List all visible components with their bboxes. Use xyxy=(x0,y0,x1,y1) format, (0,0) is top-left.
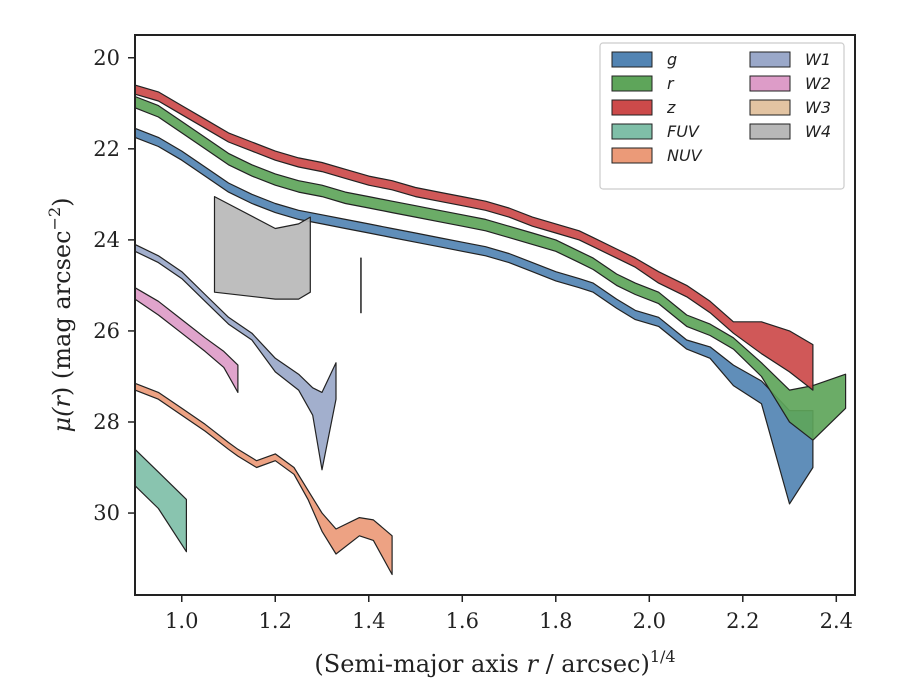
legend-swatch-w3 xyxy=(749,99,791,116)
x-tick-label: 2.4 xyxy=(820,609,853,633)
y-tick-label: 30 xyxy=(93,501,120,525)
x-tick-label: 1.2 xyxy=(259,609,292,633)
legend-label-nuv: NUV xyxy=(667,146,703,165)
legend-label-w4: W4 xyxy=(805,122,831,141)
band-r xyxy=(134,95,847,441)
band-g xyxy=(134,127,814,505)
legend: grz FUV NUV W1 W2 W3 W4 xyxy=(599,42,845,190)
legend-swatch-g xyxy=(611,51,653,68)
legend-swatch-nuv xyxy=(611,147,653,164)
band-w2 xyxy=(134,287,239,393)
x-tick-label: 1.0 xyxy=(165,609,198,633)
legend-label-w2: W2 xyxy=(805,74,831,93)
x-tick-label: 2.0 xyxy=(633,609,666,633)
series-bands xyxy=(134,84,847,576)
legend-label-fuv: FUV xyxy=(667,122,700,141)
plot-frame xyxy=(134,34,856,596)
x-axis-label: (Semi-major axis r / arcsec)1/4 xyxy=(314,647,675,678)
legend-label-g: g xyxy=(667,50,677,69)
x-tick-label: 1.6 xyxy=(446,609,479,633)
x-tick-label: 1.8 xyxy=(539,609,572,633)
y-tick-label: 20 xyxy=(93,46,120,70)
legend-swatch-w4 xyxy=(749,123,791,140)
band-z xyxy=(134,84,814,391)
legend-label-w1: W1 xyxy=(805,50,831,69)
legend-swatch-z xyxy=(611,99,653,116)
band-w4 xyxy=(213,196,311,300)
legend-label-w3: W3 xyxy=(805,98,831,117)
y-tick-label: 26 xyxy=(93,319,120,343)
legend-label-r: r xyxy=(667,74,675,93)
legend-label-z: z xyxy=(666,98,676,117)
band-fuv xyxy=(134,448,187,553)
legend-swatch-r xyxy=(611,75,653,92)
y-tick-label: 24 xyxy=(93,228,120,252)
y-tick-label: 28 xyxy=(93,410,120,434)
y-axis: 20 22 24 26 28 30 xyxy=(93,46,135,525)
band-nuv xyxy=(134,382,393,576)
x-tick-label: 1.4 xyxy=(352,609,385,633)
band-w1 xyxy=(134,243,337,471)
legend-swatch-fuv xyxy=(611,123,653,140)
legend-swatch-w1 xyxy=(749,51,791,68)
y-axis-label: μ(r) (mag arcsec−2) xyxy=(45,197,76,432)
y-tick-label: 22 xyxy=(93,137,120,161)
legend-swatch-w2 xyxy=(749,75,791,92)
x-axis: 1.0 1.2 1.4 1.6 1.8 2.0 2.2 2.4 xyxy=(165,595,853,633)
x-tick-label: 2.2 xyxy=(726,609,759,633)
